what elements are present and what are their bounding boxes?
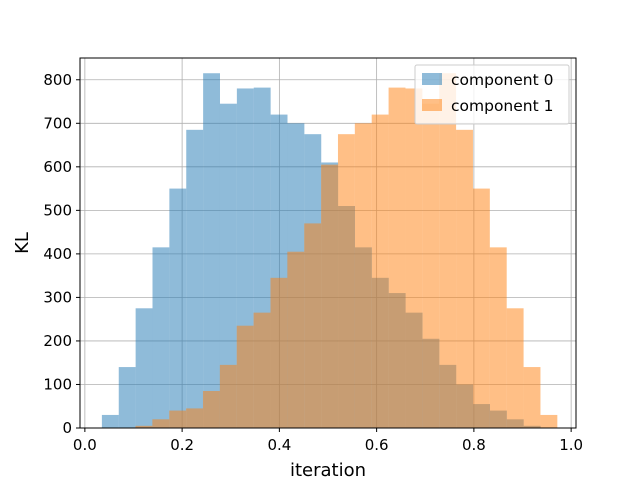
histogram-bar bbox=[219, 364, 237, 428]
histogram-bar bbox=[101, 414, 119, 428]
histogram-bar bbox=[152, 247, 170, 428]
histogram-bar bbox=[456, 129, 473, 428]
histogram-bar bbox=[405, 88, 423, 429]
histogram-bar bbox=[118, 367, 136, 428]
histogram-bar bbox=[219, 103, 237, 429]
legend-box bbox=[414, 64, 570, 125]
legend: component 0 component 1 bbox=[414, 64, 570, 125]
histogram-bar bbox=[371, 114, 389, 429]
x-tick-label: 0.0 bbox=[73, 436, 97, 454]
y-tick-label: 500 bbox=[43, 201, 72, 219]
histogram-bar bbox=[203, 73, 220, 428]
x-tick-label: 1.0 bbox=[559, 436, 583, 454]
legend-label-component-1: component 1 bbox=[451, 97, 553, 115]
x-tick-label: 0.4 bbox=[267, 436, 291, 454]
x-tick-label: 0.8 bbox=[462, 436, 486, 454]
histogram-bar bbox=[186, 408, 203, 428]
y-tick-label: 200 bbox=[43, 332, 72, 350]
y-tick-label: 700 bbox=[43, 114, 72, 132]
legend-label-component-0: component 0 bbox=[451, 71, 553, 89]
histogram-bar bbox=[186, 129, 204, 428]
histogram-bar bbox=[540, 414, 558, 428]
x-tick-label: 0.2 bbox=[170, 436, 194, 454]
y-tick-label: 400 bbox=[43, 245, 72, 263]
x-tick-label: 0.6 bbox=[365, 436, 389, 454]
y-axis-label: KL bbox=[12, 232, 33, 254]
histogram-bar bbox=[422, 103, 440, 429]
histogram-bar bbox=[253, 312, 271, 428]
y-tick-label: 100 bbox=[43, 375, 72, 393]
plot-frame bbox=[79, 57, 577, 429]
y-tick-label: 0 bbox=[62, 419, 72, 437]
histogram-bar bbox=[472, 188, 490, 428]
histogram-bar bbox=[439, 73, 457, 428]
histogram-bar bbox=[337, 134, 355, 429]
histogram-bar bbox=[236, 325, 254, 428]
legend-swatch-component-1 bbox=[422, 99, 442, 111]
series-component-1 bbox=[135, 73, 558, 429]
histogram-bar bbox=[304, 223, 322, 428]
histogram-bar bbox=[169, 410, 187, 428]
x-axis-label: iteration bbox=[290, 460, 366, 480]
histogram-bar bbox=[152, 419, 170, 428]
histogram-bar bbox=[523, 367, 541, 428]
legend-swatch-component-0 bbox=[422, 73, 442, 85]
y-tick-label: 600 bbox=[43, 158, 72, 176]
histogram-bar bbox=[354, 123, 372, 428]
histogram-bar bbox=[489, 247, 507, 428]
y-tick-label: 800 bbox=[43, 71, 72, 89]
histogram-bar bbox=[169, 188, 187, 428]
histogram-bar bbox=[506, 308, 524, 428]
histogram-bar bbox=[388, 87, 406, 428]
y-tick-label: 300 bbox=[43, 288, 72, 306]
histogram-bar bbox=[135, 308, 153, 428]
histogram-bar bbox=[202, 391, 220, 428]
x-axis-ticks: 0.0 0.2 0.4 0.6 0.8 1.0 bbox=[73, 428, 583, 454]
histogram-bar bbox=[270, 277, 288, 428]
y-axis-ticks: 0 100 200 300 400 500 600 700 800 bbox=[43, 71, 80, 437]
histogram-bar bbox=[135, 425, 153, 428]
histogram-bar bbox=[321, 164, 338, 428]
histogram-bar bbox=[287, 251, 305, 428]
